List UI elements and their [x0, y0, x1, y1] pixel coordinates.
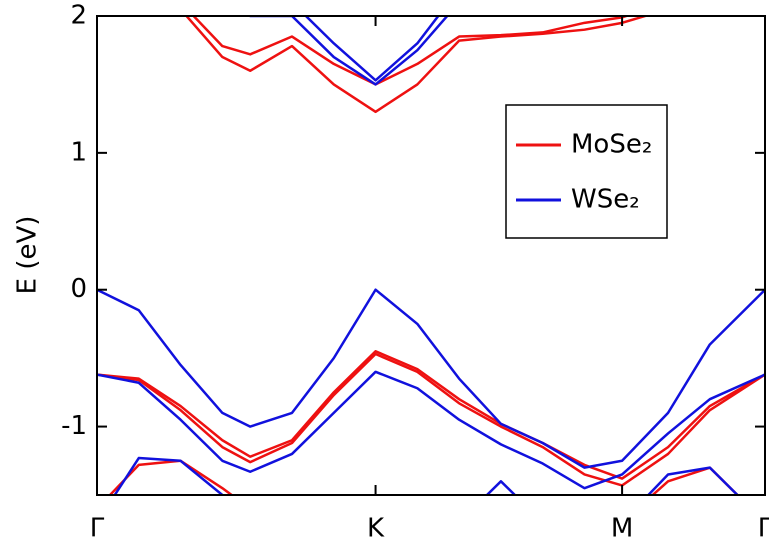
- band-line: [191, 16, 631, 86]
- band-line: [97, 352, 765, 487]
- x-tick-label: Γ: [758, 514, 769, 544]
- band-line: [108, 459, 740, 495]
- y-tick-label: 2: [70, 1, 87, 31]
- plot-area: [97, 16, 765, 495]
- plot-frame: [96, 15, 766, 496]
- x-tick-label: K: [367, 514, 385, 544]
- legend-label: MoSe₂: [571, 130, 652, 160]
- x-tick-label: M: [611, 514, 633, 544]
- band-line: [113, 456, 740, 495]
- y-axis-label: E (eV): [13, 216, 43, 295]
- y-tick-label: 0: [70, 274, 87, 304]
- y-tick-label: 1: [70, 137, 87, 167]
- band-line: [247, 16, 449, 86]
- band-line: [97, 370, 765, 490]
- legend-label: WSe₂: [571, 185, 640, 215]
- band-line: [97, 350, 765, 480]
- y-tick-label: -1: [61, 411, 87, 441]
- legend-box: [505, 104, 668, 239]
- band-line: [97, 288, 765, 469]
- x-tick-label: Γ: [90, 514, 105, 544]
- band-line: [304, 16, 440, 82]
- band-line: [184, 16, 650, 114]
